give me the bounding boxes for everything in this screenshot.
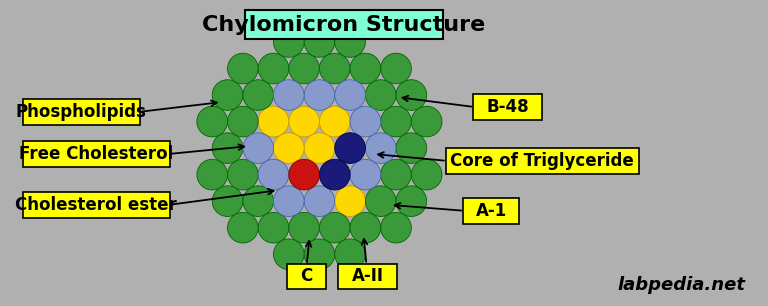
Ellipse shape — [227, 159, 258, 190]
Text: Phospholipids: Phospholipids — [16, 103, 147, 121]
Ellipse shape — [350, 212, 381, 243]
Ellipse shape — [304, 27, 335, 57]
FancyBboxPatch shape — [245, 10, 443, 39]
Text: Core of Triglyceride: Core of Triglyceride — [450, 152, 634, 170]
Ellipse shape — [243, 186, 273, 216]
Ellipse shape — [350, 53, 381, 84]
Ellipse shape — [258, 159, 289, 190]
FancyBboxPatch shape — [445, 148, 639, 174]
Ellipse shape — [304, 239, 335, 270]
Ellipse shape — [258, 212, 289, 243]
Ellipse shape — [319, 159, 350, 190]
Ellipse shape — [289, 159, 319, 190]
Ellipse shape — [366, 186, 396, 216]
Ellipse shape — [381, 212, 412, 243]
Ellipse shape — [273, 186, 304, 216]
Ellipse shape — [273, 80, 304, 110]
Ellipse shape — [289, 106, 319, 137]
Ellipse shape — [412, 106, 442, 137]
Ellipse shape — [381, 53, 412, 84]
Ellipse shape — [243, 133, 273, 163]
Ellipse shape — [350, 159, 381, 190]
Ellipse shape — [243, 80, 273, 110]
Ellipse shape — [335, 80, 366, 110]
Ellipse shape — [304, 186, 335, 216]
Text: A-1: A-1 — [475, 202, 507, 220]
Ellipse shape — [227, 53, 258, 84]
Text: labpedia.net: labpedia.net — [617, 276, 746, 294]
Ellipse shape — [396, 80, 427, 110]
Ellipse shape — [273, 133, 304, 163]
Ellipse shape — [289, 53, 319, 84]
Ellipse shape — [273, 27, 304, 57]
Ellipse shape — [227, 106, 258, 137]
Ellipse shape — [319, 106, 350, 137]
Text: Chylomicron Structure: Chylomicron Structure — [202, 15, 485, 35]
Ellipse shape — [212, 186, 243, 216]
Ellipse shape — [319, 53, 350, 84]
Ellipse shape — [335, 186, 366, 216]
Ellipse shape — [304, 80, 335, 110]
Ellipse shape — [396, 133, 427, 163]
Ellipse shape — [335, 133, 366, 163]
FancyBboxPatch shape — [338, 264, 397, 289]
FancyBboxPatch shape — [23, 141, 170, 167]
FancyBboxPatch shape — [463, 198, 519, 223]
Ellipse shape — [350, 106, 381, 137]
FancyBboxPatch shape — [23, 192, 170, 218]
Ellipse shape — [197, 106, 227, 137]
Ellipse shape — [412, 159, 442, 190]
Text: A-II: A-II — [352, 267, 383, 285]
Ellipse shape — [289, 212, 319, 243]
FancyBboxPatch shape — [473, 94, 541, 120]
Ellipse shape — [335, 27, 366, 57]
Ellipse shape — [197, 159, 227, 190]
Ellipse shape — [381, 106, 412, 137]
Text: C: C — [300, 267, 313, 285]
Text: Free Cholesterol: Free Cholesterol — [19, 145, 174, 163]
Ellipse shape — [258, 106, 289, 137]
Ellipse shape — [212, 133, 243, 163]
Ellipse shape — [335, 239, 366, 270]
Ellipse shape — [273, 239, 304, 270]
Ellipse shape — [258, 53, 289, 84]
Ellipse shape — [227, 212, 258, 243]
Ellipse shape — [381, 159, 412, 190]
Ellipse shape — [396, 186, 427, 216]
Ellipse shape — [212, 80, 243, 110]
Ellipse shape — [304, 133, 335, 163]
Ellipse shape — [366, 133, 396, 163]
Ellipse shape — [366, 80, 396, 110]
FancyBboxPatch shape — [23, 99, 141, 125]
Text: B-48: B-48 — [486, 98, 529, 116]
Ellipse shape — [319, 212, 350, 243]
Text: Cholesterol ester: Cholesterol ester — [15, 196, 177, 214]
FancyBboxPatch shape — [287, 264, 326, 289]
